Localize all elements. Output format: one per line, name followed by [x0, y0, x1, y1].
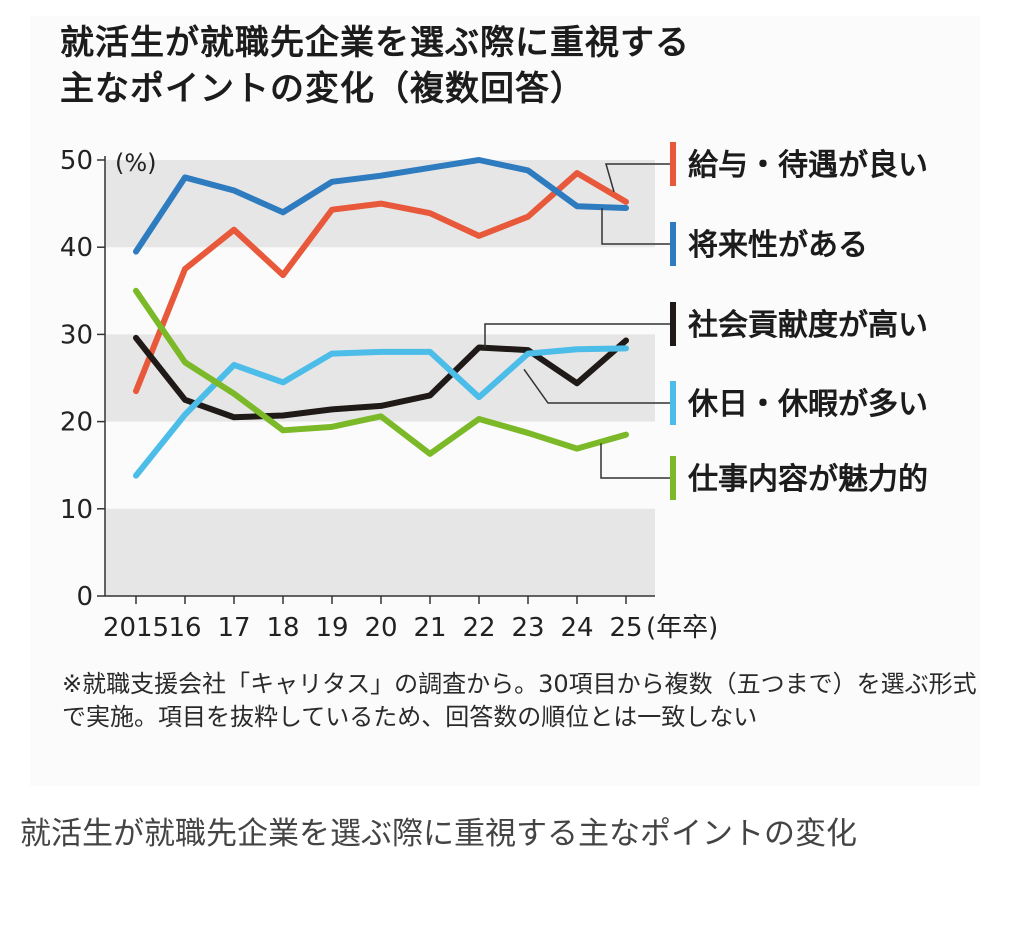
y-tick-label: 30 [60, 320, 93, 350]
x-tick-label: 19 [315, 613, 348, 643]
legend-marker-2 [670, 222, 676, 266]
leader-line-5 [600, 443, 670, 479]
legend-marker-4 [670, 381, 676, 425]
legend-marker-1 [670, 142, 676, 186]
x-tick-label: 21 [413, 613, 446, 643]
y-tick-label: 40 [60, 233, 93, 263]
legend-label-1: 給与・待遇が良い [688, 148, 928, 183]
y-tick-label: 10 [60, 495, 93, 525]
y-tick-label: 0 [76, 582, 93, 612]
x-tick-label: 23 [511, 613, 544, 643]
footnote: ※就職支援会社「キャリタス」の調査から。30項目から複数（五つまで）を選ぶ形式で… [62, 670, 977, 731]
legend-marker-3 [670, 302, 676, 346]
line-chart: 0 10 20 30 40 50 (%) 2015 16 17 18 19 20 21 22 23 24 25 (年… [60, 142, 928, 643]
series-line-3 [133, 334, 629, 421]
x-tick-label: 2015 [103, 613, 169, 643]
legend-label-4: 休日・休暇が多い [687, 387, 928, 422]
series-line-2 [133, 157, 629, 255]
x-tick-label: 17 [217, 613, 250, 643]
y-tick-label: 20 [60, 408, 93, 438]
legend-label-2: 将来性がある [688, 228, 868, 263]
legend-label-5: 仕事内容が魅力的 [687, 462, 928, 497]
x-tick-label: 16 [168, 613, 201, 643]
y-unit-label: (%) [115, 149, 157, 177]
grid-band [105, 508, 655, 596]
x-unit-label: (年卒) [646, 613, 718, 643]
legend-marker-5 [670, 456, 676, 500]
x-tick-label: 20 [364, 613, 397, 643]
chart-figure: 就活生が就職先企業を選ぶ際に重視する 主なポイントの変化（複数回答） 0 10 20… [30, 16, 980, 786]
x-tick-label: 25 [609, 613, 642, 643]
chart-title-line-2: 主なポイントの変化（複数回答） [60, 69, 585, 109]
leader-line-4 [523, 368, 670, 404]
legend-label-3: 社会貢献度が高い [688, 308, 928, 343]
leader-line-3 [484, 323, 670, 348]
image-caption: 就活生が就職先企業を選ぶ際に重視する主なポイントの変化 [20, 816, 857, 852]
series-line-5 [133, 287, 629, 457]
series-line-1 [133, 170, 629, 395]
x-tick-label: 18 [266, 613, 299, 643]
leader-line-1 [605, 163, 670, 193]
chart-title-line-1: 就活生が就職先企業を選ぶ際に重視する [60, 23, 690, 63]
chart-title: 就活生が就職先企業を選ぶ際に重視する 主なポイントの変化（複数回答） [60, 20, 690, 112]
x-tick-label: 22 [462, 613, 495, 643]
leader-line-2 [601, 207, 670, 245]
y-tick-label: 50 [60, 146, 93, 176]
x-tick-label: 24 [560, 613, 593, 643]
